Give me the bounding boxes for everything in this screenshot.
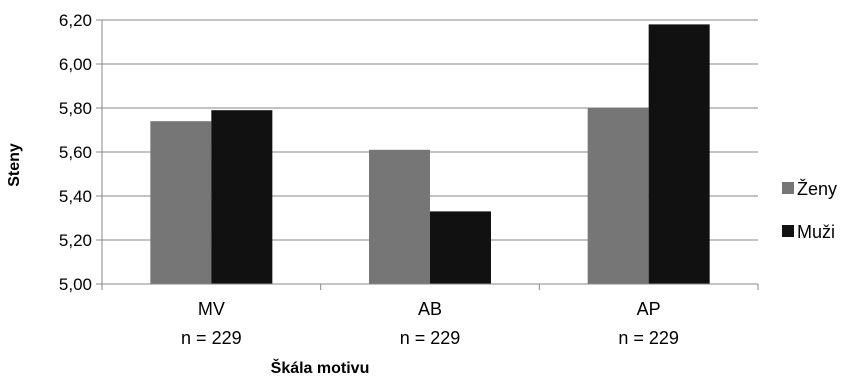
bar-ženy-mv [150,121,212,284]
x-category-label: AB [418,299,442,319]
axes [96,19,759,290]
x-category-sublabel: n = 229 [618,328,679,348]
y-tick-label: 5,60 [59,143,92,162]
legend-label: Ženy [797,179,837,199]
legend-swatch [782,182,794,194]
x-category-label: AP [637,299,661,319]
y-tick-labels: 5,00 5,20 5,40 5,60 5,80 6,00 6,20 [59,11,92,294]
y-tick-label: 5,20 [59,231,92,250]
bar-ženy-ap [587,108,649,284]
y-tick-label: 6,00 [59,55,92,74]
bar-muži-mv [211,110,273,284]
bar-muži-ab [430,211,491,284]
x-category-label: MV [198,299,225,319]
y-axis-title: Steny [6,143,23,187]
bar-muži-ap [648,24,710,285]
bars [150,24,710,285]
x-axis-title: Škála motivu [271,358,370,377]
y-tick-label: 5,00 [59,275,92,294]
category-labels: MV n = 229 AB n = 229 AP n = 229 [181,299,679,348]
legend-swatch [782,225,794,237]
legend: Ženy Muži [782,179,837,242]
bar-ženy-ab [369,149,430,284]
x-category-sublabel: n = 229 [400,328,461,348]
y-tick-label: 6,20 [59,11,92,30]
y-tick-label: 5,40 [59,187,92,206]
x-category-sublabel: n = 229 [181,328,242,348]
y-tick-label: 5,80 [59,99,92,118]
legend-label: Muži [797,222,835,242]
